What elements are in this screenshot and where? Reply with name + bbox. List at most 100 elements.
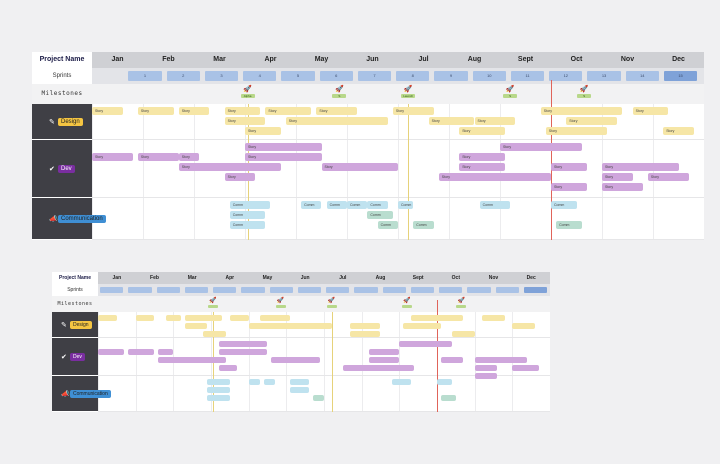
sprint-chip[interactable]: [410, 287, 434, 293]
design-story-bar[interactable]: Story: [392, 107, 434, 115]
milestone-1[interactable]: 🚀: [207, 298, 218, 310]
dev-story-bar[interactable]: [158, 357, 227, 363]
dev-story-bar[interactable]: Story: [551, 183, 587, 191]
sprint-chip[interactable]: [269, 287, 293, 293]
comm-item-bar[interactable]: [248, 379, 260, 385]
dev-story-bar[interactable]: Story: [137, 153, 179, 161]
sprint-chip[interactable]: 9: [434, 71, 468, 81]
design-story-bar[interactable]: [410, 315, 464, 321]
dev-story-bar[interactable]: Story: [602, 173, 633, 181]
month-header-jul[interactable]: Jul: [339, 275, 347, 281]
comm-item-bar[interactable]: Comm: [229, 211, 266, 219]
design-story-bar[interactable]: [98, 315, 117, 321]
sprint-chip[interactable]: 4: [243, 71, 277, 81]
month-header-nov[interactable]: Nov: [488, 275, 499, 281]
design-story-bar[interactable]: Story: [632, 107, 669, 115]
milestone-4[interactable]: 🚀: [401, 298, 412, 310]
design-story-bar[interactable]: Story: [285, 117, 388, 125]
month-header-jan[interactable]: Jan: [112, 275, 122, 281]
design-story-bar[interactable]: Story: [92, 107, 123, 115]
month-header-oct[interactable]: Oct: [570, 56, 583, 63]
comm-item-bar[interactable]: [263, 379, 276, 385]
comm-item-bar[interactable]: [207, 379, 230, 385]
design-story-bar[interactable]: Story: [474, 117, 516, 125]
month-header-dec[interactable]: Dec: [526, 275, 536, 281]
dev-story-bar[interactable]: Story: [459, 153, 506, 161]
dev-story-bar[interactable]: [369, 357, 400, 363]
comm-item-bar[interactable]: [290, 387, 309, 393]
dev-story-bar[interactable]: Story: [647, 173, 689, 181]
comm-item-bar[interactable]: [312, 395, 324, 401]
design-story-bar[interactable]: [512, 323, 535, 329]
dev-story-bar[interactable]: Story: [602, 183, 643, 191]
design-story-bar[interactable]: Story: [178, 107, 210, 115]
sprint-chip[interactable]: [213, 287, 237, 293]
design-story-bar[interactable]: Story: [245, 127, 281, 135]
sprint-chip[interactable]: 13: [587, 71, 621, 81]
milestone-3[interactable]: 🚀 Launch: [401, 86, 416, 102]
sprint-chip[interactable]: 12: [549, 71, 583, 81]
sprint-chip[interactable]: [523, 287, 547, 293]
dev-story-bar[interactable]: [218, 349, 268, 355]
milestone-4[interactable]: 🚀 S: [503, 86, 518, 102]
comm-item-bar[interactable]: Comm: [398, 201, 414, 209]
comm-item-bar[interactable]: Comm: [551, 201, 577, 209]
month-header-oct[interactable]: Oct: [451, 275, 460, 281]
design-story-bar[interactable]: Story: [540, 107, 623, 115]
sprint-chip[interactable]: 8: [396, 71, 430, 81]
design-story-bar[interactable]: Story: [545, 127, 608, 135]
sprint-chip[interactable]: 3: [204, 71, 239, 81]
sprint-chip[interactable]: [326, 287, 350, 293]
design-story-bar[interactable]: Story: [663, 127, 694, 135]
month-header-jan[interactable]: Jan: [111, 56, 124, 63]
sprint-chip[interactable]: 5: [281, 71, 315, 81]
sprint-chip[interactable]: 11: [510, 71, 545, 81]
milestone-5[interactable]: 🚀 S: [577, 86, 592, 102]
month-header-apr[interactable]: Apr: [264, 56, 277, 63]
comm-item-bar[interactable]: Comm: [229, 221, 266, 229]
milestone-3[interactable]: 🚀: [326, 298, 337, 310]
comm-item-bar[interactable]: Comm: [367, 201, 388, 209]
sprint-chip[interactable]: [439, 287, 463, 293]
sprint-chip[interactable]: 10: [472, 71, 506, 81]
comm-item-bar[interactable]: Comm: [413, 221, 434, 229]
lane-tag-design[interactable]: Design: [70, 321, 92, 329]
design-story-bar[interactable]: [229, 315, 249, 321]
comm-item-bar[interactable]: Comm: [367, 211, 393, 219]
sprint-chip[interactable]: [241, 287, 265, 293]
sprint-chip[interactable]: 2: [166, 71, 200, 81]
comm-item-bar[interactable]: [437, 379, 453, 385]
sprint-chip[interactable]: 6: [319, 71, 353, 81]
design-story-bar[interactable]: [452, 331, 475, 337]
dev-story-bar[interactable]: [218, 365, 238, 371]
design-story-bar[interactable]: Story: [224, 117, 266, 125]
sprint-chip[interactable]: [128, 287, 152, 293]
dev-story-bar[interactable]: [369, 349, 400, 355]
dev-story-bar[interactable]: Story: [500, 143, 582, 151]
dev-story-bar[interactable]: [128, 349, 155, 355]
month-header-sept[interactable]: Sept: [412, 275, 424, 281]
month-header-may[interactable]: May: [314, 56, 329, 63]
sprint-chip[interactable]: [297, 287, 321, 293]
dev-story-bar[interactable]: [218, 341, 268, 347]
comm-item-bar[interactable]: [207, 387, 230, 393]
month-header-mar[interactable]: Mar: [213, 56, 226, 63]
sprint-chip[interactable]: [467, 287, 491, 293]
design-story-bar[interactable]: Story: [265, 107, 312, 115]
design-story-bar[interactable]: [203, 331, 227, 337]
sprint-chip[interactable]: [354, 287, 378, 293]
dev-story-bar[interactable]: [158, 349, 174, 355]
dev-story-bar[interactable]: [98, 349, 125, 355]
month-header-jun[interactable]: Jun: [366, 56, 379, 63]
dev-story-bar[interactable]: [474, 365, 498, 371]
sprint-chip[interactable]: [382, 287, 406, 293]
milestone-1[interactable]: 🚀 Alpha: [240, 86, 255, 102]
design-story-bar[interactable]: [165, 315, 181, 321]
month-header-feb[interactable]: Feb: [162, 56, 175, 63]
design-story-bar[interactable]: [248, 323, 332, 329]
milestone-5[interactable]: 🚀: [456, 298, 467, 310]
dev-story-bar[interactable]: Story: [178, 163, 281, 171]
sprint-chip[interactable]: 7: [357, 71, 392, 81]
dev-story-bar[interactable]: [271, 357, 321, 363]
dev-story-bar[interactable]: Story: [459, 163, 506, 171]
